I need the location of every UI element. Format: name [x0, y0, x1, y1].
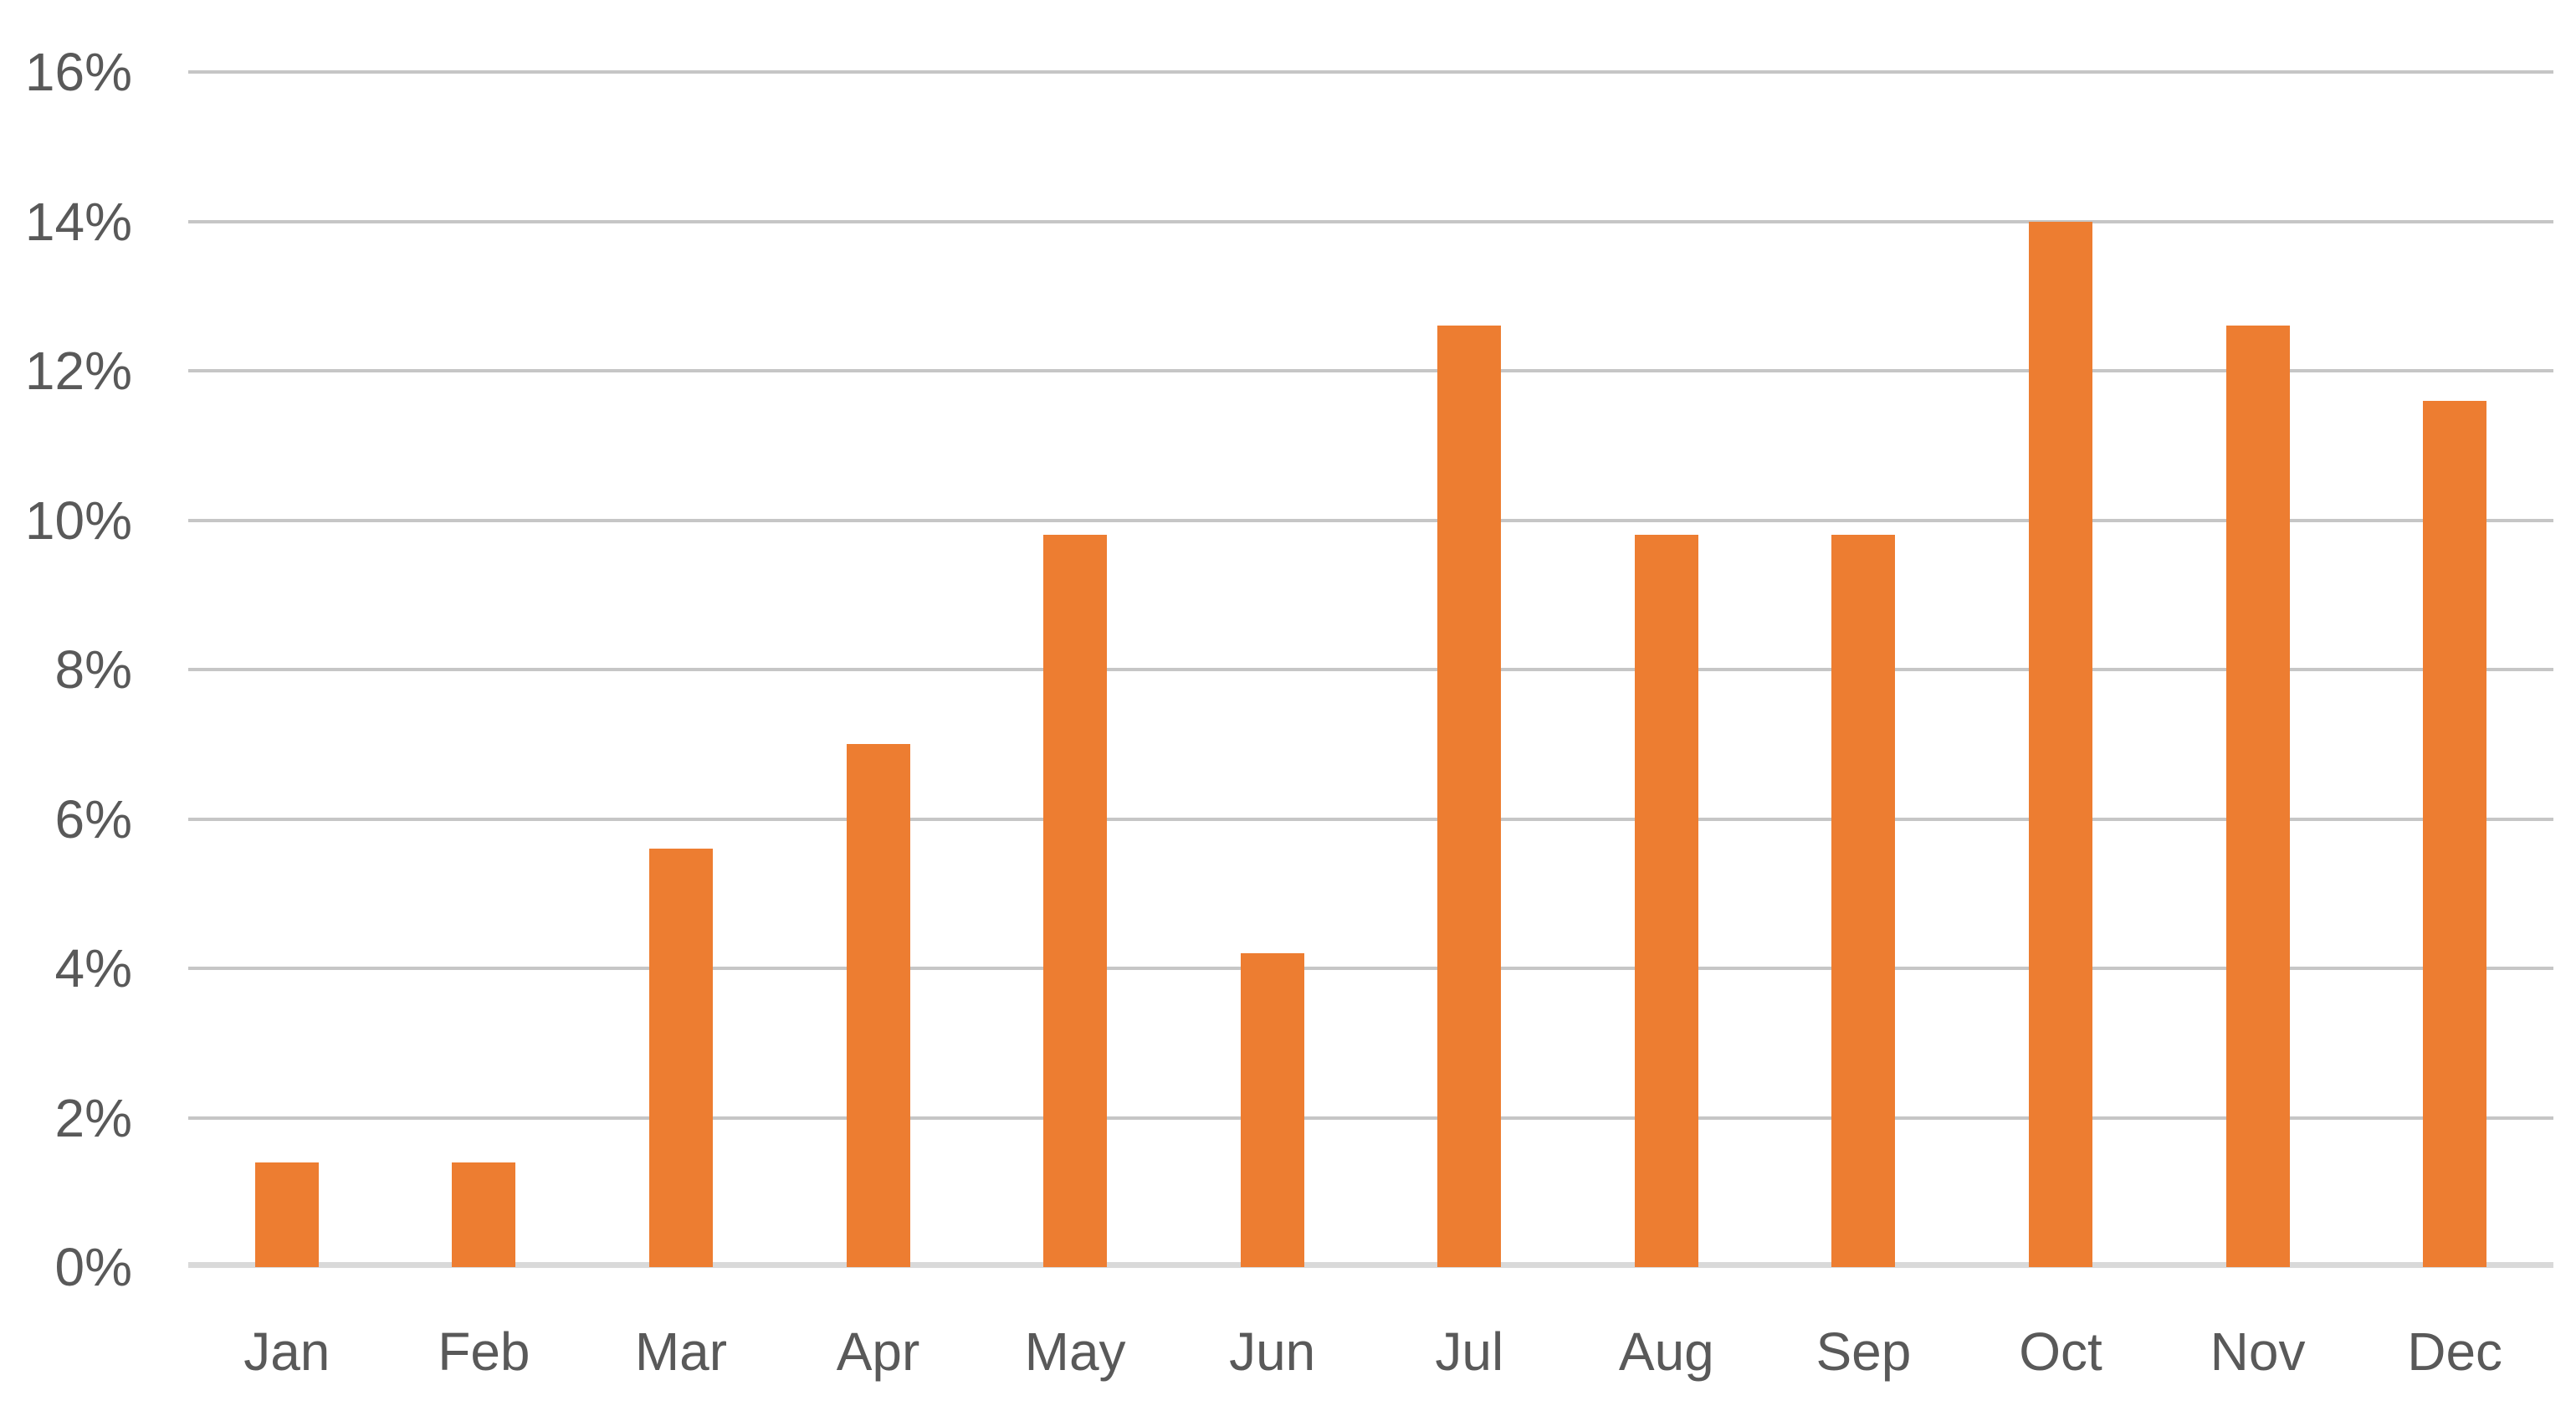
y-tick-label: 8% — [54, 639, 133, 700]
bar-jan — [254, 1162, 319, 1267]
plot-area — [188, 70, 2553, 1269]
bars-row — [188, 72, 2553, 1267]
bar-jul — [1437, 326, 1502, 1267]
x-tick-cell: Apr — [780, 1314, 977, 1389]
x-tick-label: Feb — [438, 1321, 530, 1382]
bar-nov — [2225, 326, 2290, 1267]
gridline — [188, 668, 2553, 671]
bar-cell — [2356, 72, 2553, 1267]
bar-sep — [1831, 535, 1896, 1267]
bar-cell — [1962, 72, 2159, 1267]
y-tick-label: 12% — [24, 341, 132, 401]
x-tick-cell: Oct — [1962, 1314, 2159, 1389]
x-tick-label: May — [1024, 1321, 1126, 1382]
x-tick-cell: Jul — [1370, 1314, 1568, 1389]
bar-cell — [1370, 72, 1568, 1267]
bar-cell — [582, 72, 780, 1267]
x-tick-label: Nov — [2210, 1321, 2306, 1382]
bar-apr — [846, 744, 910, 1267]
gridline — [188, 369, 2553, 372]
gridline — [188, 1116, 2553, 1120]
x-tick-label: Apr — [836, 1321, 920, 1382]
x-tick-cell: Nov — [2159, 1314, 2357, 1389]
x-tick-cell: Mar — [582, 1314, 780, 1389]
x-tick-label: Dec — [2407, 1321, 2503, 1382]
y-tick-label: 10% — [24, 490, 132, 551]
bar-cell — [1568, 72, 1765, 1267]
y-tick-label: 6% — [54, 788, 133, 849]
x-tick-cell: Sep — [1765, 1314, 1963, 1389]
x-axis-baseline — [188, 1262, 2553, 1269]
x-tick-cell: Aug — [1568, 1314, 1765, 1389]
x-tick-label: Sep — [1815, 1321, 1912, 1382]
y-tick-label: 2% — [54, 1087, 133, 1148]
bar-cell — [1174, 72, 1371, 1267]
gridline — [188, 518, 2553, 522]
x-tick-label: Oct — [2019, 1321, 2102, 1382]
x-axis: Jan Feb Mar Apr May Jun Jul Aug Sep Oct Nov Dec — [188, 1314, 2553, 1389]
gridline — [188, 967, 2553, 970]
x-tick-label: Jan — [243, 1321, 330, 1382]
x-tick-label: Jun — [1229, 1321, 1316, 1382]
bar-cell — [188, 72, 386, 1267]
bar-cell — [780, 72, 977, 1267]
x-tick-cell: Jan — [188, 1314, 386, 1389]
bar-feb — [452, 1162, 516, 1267]
bar-aug — [1634, 535, 1698, 1267]
x-tick-label: Aug — [1618, 1321, 1714, 1382]
bar-may — [1043, 535, 1108, 1267]
x-tick-cell: Feb — [386, 1314, 583, 1389]
bar-cell — [386, 72, 583, 1267]
y-tick-label: 4% — [54, 938, 133, 998]
bar-dec — [2423, 400, 2487, 1267]
y-tick-label: 16% — [24, 42, 132, 102]
bar-oct — [2028, 221, 2092, 1267]
x-tick-label: Jul — [1435, 1321, 1504, 1382]
bar-cell — [976, 72, 1174, 1267]
bar-mar — [648, 849, 713, 1267]
y-tick-label: 0% — [54, 1237, 133, 1297]
bar-cell — [2159, 72, 2357, 1267]
bar-jun — [1240, 953, 1304, 1267]
y-tick-label: 14% — [24, 191, 132, 252]
x-tick-cell: Jun — [1174, 1314, 1371, 1389]
x-tick-label: Mar — [634, 1321, 728, 1382]
bar-cell — [1765, 72, 1963, 1267]
x-tick-cell: Dec — [2356, 1314, 2553, 1389]
gridline — [188, 70, 2553, 74]
y-axis: 0% 2% 4% 6% 8% 10% 12% 14% 16% — [0, 45, 133, 1294]
gridline — [188, 817, 2553, 821]
x-tick-cell: May — [976, 1314, 1174, 1389]
gridline — [188, 219, 2553, 223]
